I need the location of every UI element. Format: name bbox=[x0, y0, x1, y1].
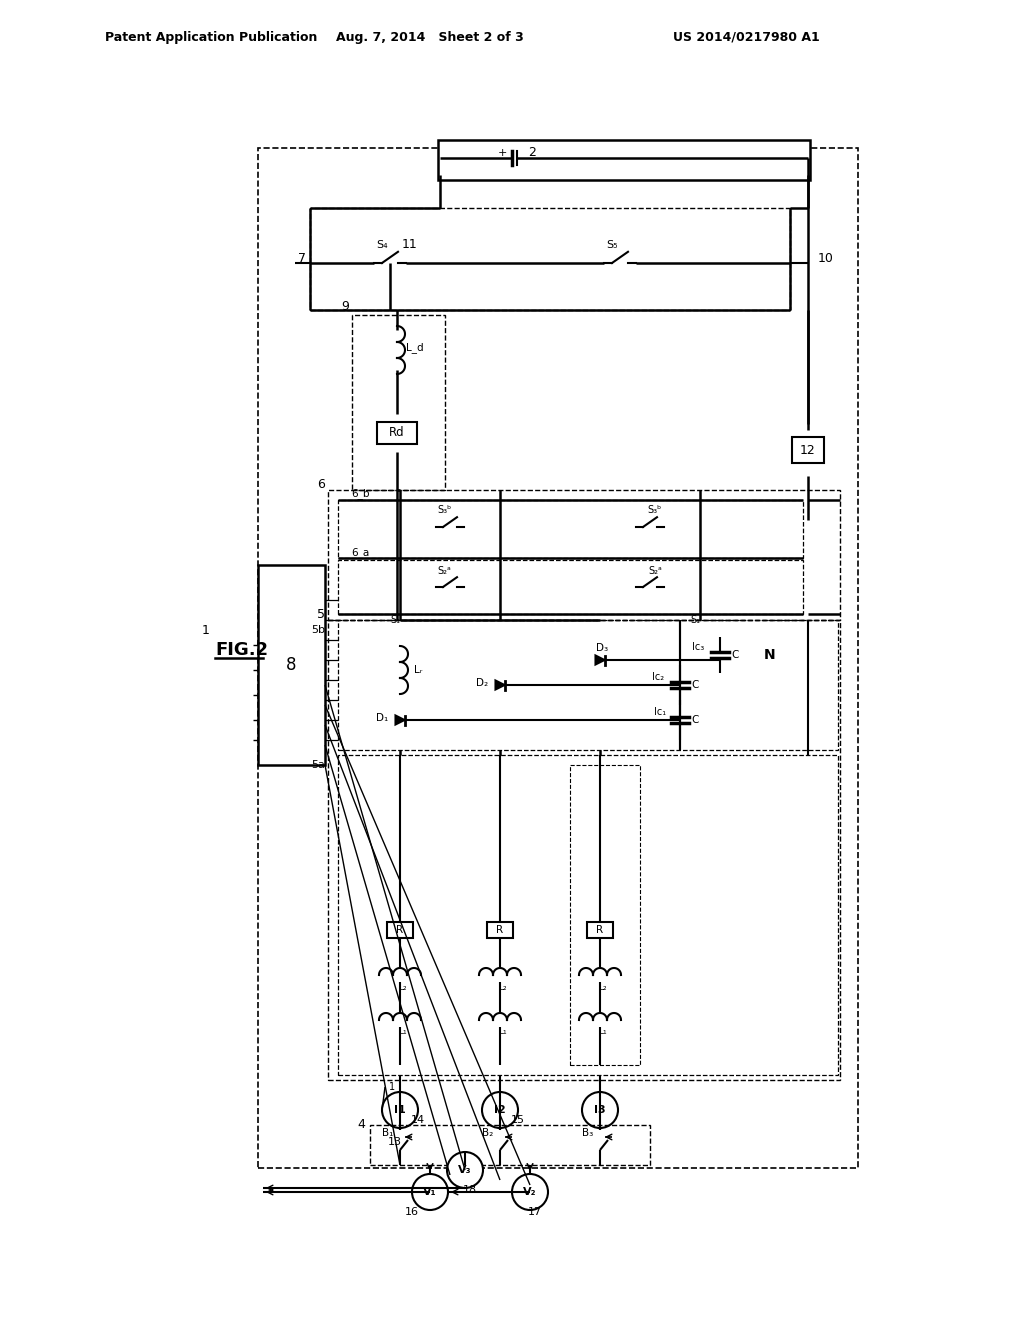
Text: N: N bbox=[764, 648, 776, 663]
Bar bbox=[328, 620, 840, 1080]
Text: Aug. 7, 2014   Sheet 2 of 3: Aug. 7, 2014 Sheet 2 of 3 bbox=[336, 30, 524, 44]
Circle shape bbox=[512, 1173, 548, 1210]
Text: L₂: L₂ bbox=[598, 982, 606, 991]
Circle shape bbox=[382, 1092, 418, 1129]
Text: 8: 8 bbox=[287, 656, 297, 675]
Text: 1: 1 bbox=[202, 623, 210, 636]
Bar bbox=[338, 755, 838, 1074]
Bar bbox=[487, 921, 513, 939]
Bar bbox=[310, 209, 790, 310]
Text: S₂ᵃ: S₂ᵃ bbox=[437, 566, 451, 576]
Bar bbox=[587, 921, 613, 939]
Bar bbox=[352, 315, 445, 490]
Text: D₁: D₁ bbox=[376, 713, 388, 723]
Text: 5: 5 bbox=[317, 609, 325, 622]
Text: R: R bbox=[596, 925, 603, 935]
Text: L_d: L_d bbox=[407, 343, 424, 354]
Bar bbox=[338, 620, 838, 750]
Text: S₃ᵇ: S₃ᵇ bbox=[648, 506, 663, 515]
Text: B₃: B₃ bbox=[583, 1129, 594, 1138]
Text: 13: 13 bbox=[388, 1137, 402, 1147]
Text: 12: 12 bbox=[800, 444, 816, 457]
Text: 6_b: 6_b bbox=[351, 488, 370, 499]
Text: L₁: L₁ bbox=[598, 1027, 606, 1036]
Text: S₃ᵇ: S₃ᵇ bbox=[437, 506, 452, 515]
Polygon shape bbox=[596, 656, 604, 664]
Text: 16: 16 bbox=[406, 1206, 419, 1217]
Circle shape bbox=[482, 1092, 518, 1129]
Text: Ic₃: Ic₃ bbox=[692, 642, 705, 652]
Circle shape bbox=[412, 1173, 449, 1210]
Bar bbox=[570, 766, 640, 1065]
Text: L₁: L₁ bbox=[397, 1027, 407, 1036]
Text: Lᵣ: Lᵣ bbox=[414, 665, 422, 675]
Text: R: R bbox=[497, 925, 504, 935]
Text: S₂ᵃ: S₂ᵃ bbox=[648, 566, 662, 576]
Text: 10: 10 bbox=[818, 252, 834, 264]
Text: 18: 18 bbox=[463, 1185, 477, 1195]
Text: Rd: Rd bbox=[389, 426, 404, 440]
Text: 4: 4 bbox=[357, 1118, 365, 1131]
Bar bbox=[258, 148, 858, 1168]
Text: C: C bbox=[731, 649, 738, 660]
Polygon shape bbox=[496, 681, 505, 689]
Text: B₁: B₁ bbox=[382, 1129, 393, 1138]
Circle shape bbox=[582, 1092, 618, 1129]
Text: 5a: 5a bbox=[311, 760, 325, 770]
Bar bbox=[377, 422, 417, 444]
Text: L₂: L₂ bbox=[397, 982, 407, 991]
Text: Ic₂: Ic₂ bbox=[652, 672, 664, 682]
Bar bbox=[438, 140, 810, 180]
Text: 15: 15 bbox=[511, 1115, 525, 1125]
Text: 6: 6 bbox=[317, 479, 325, 491]
Text: S₄: S₄ bbox=[376, 240, 388, 249]
Text: I3: I3 bbox=[594, 1105, 606, 1115]
Bar bbox=[338, 500, 803, 558]
Polygon shape bbox=[395, 715, 404, 725]
Text: C: C bbox=[691, 680, 698, 690]
Text: 1: 1 bbox=[389, 1082, 395, 1092]
Text: 5b: 5b bbox=[311, 624, 325, 635]
Circle shape bbox=[447, 1152, 483, 1188]
Text: 7: 7 bbox=[298, 252, 306, 264]
Bar bbox=[258, 565, 325, 766]
Bar bbox=[370, 1125, 650, 1166]
Text: D₂: D₂ bbox=[476, 678, 488, 688]
Text: C: C bbox=[691, 715, 698, 725]
Text: L₁: L₁ bbox=[498, 1027, 506, 1036]
Text: US 2014/0217980 A1: US 2014/0217980 A1 bbox=[673, 30, 820, 44]
Text: 11: 11 bbox=[402, 239, 418, 252]
Text: 17: 17 bbox=[528, 1206, 542, 1217]
Text: 14: 14 bbox=[411, 1115, 425, 1125]
Text: R: R bbox=[396, 925, 403, 935]
Text: 9: 9 bbox=[341, 301, 349, 314]
Bar bbox=[328, 490, 840, 620]
Text: V₁: V₁ bbox=[423, 1187, 437, 1197]
Text: 2: 2 bbox=[528, 147, 536, 160]
Text: S₁: S₁ bbox=[690, 615, 700, 624]
Bar bbox=[338, 560, 803, 614]
Text: I2: I2 bbox=[495, 1105, 506, 1115]
Text: +: + bbox=[498, 148, 507, 158]
Text: V₂: V₂ bbox=[523, 1187, 537, 1197]
Text: S₁: S₁ bbox=[390, 615, 400, 624]
Text: Patent Application Publication: Patent Application Publication bbox=[105, 30, 317, 44]
Bar bbox=[387, 921, 413, 939]
Text: L₂: L₂ bbox=[498, 982, 506, 991]
Text: S₅: S₅ bbox=[606, 240, 617, 249]
Text: V₃: V₃ bbox=[459, 1166, 472, 1175]
Bar bbox=[792, 437, 824, 463]
Text: FIG.2: FIG.2 bbox=[215, 642, 268, 659]
Text: I1: I1 bbox=[394, 1105, 406, 1115]
Text: B₂: B₂ bbox=[482, 1129, 494, 1138]
Text: 6_a: 6_a bbox=[351, 548, 369, 558]
Text: D₃: D₃ bbox=[596, 643, 608, 653]
Text: Ic₁: Ic₁ bbox=[654, 708, 666, 717]
